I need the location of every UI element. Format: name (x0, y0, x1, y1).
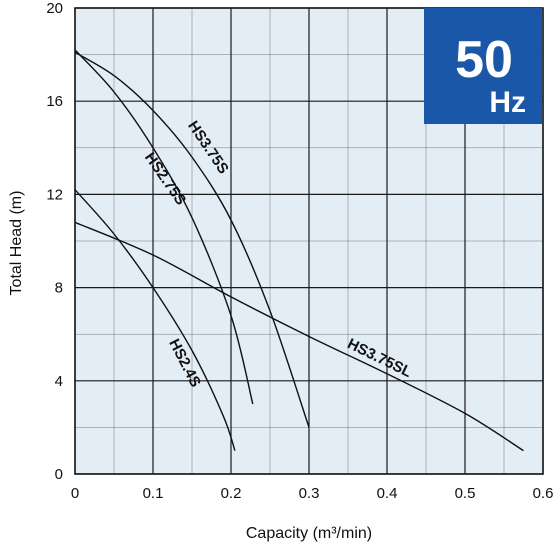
curves (74, 49, 524, 452)
plot-frame (74, 7, 544, 475)
curve-hs3-75sl (74, 221, 524, 452)
curve-hs2-75s (74, 49, 254, 405)
badge-background (424, 8, 542, 124)
y-tick-label: 20 (46, 0, 63, 17)
x-tick-label: 0.1 (143, 485, 164, 502)
frequency-badge: 50 Hz (424, 8, 542, 124)
x-tick-label: 0 (71, 485, 79, 502)
badge-frequency: 50 (455, 31, 513, 89)
x-tick-label: 0.3 (299, 485, 320, 502)
y-tick-label: 8 (55, 280, 63, 297)
x-tick-label: 0.6 (533, 485, 554, 502)
badge-unit: Hz (489, 86, 526, 119)
y-axis-label: Total Head (m) (8, 191, 25, 296)
x-tick-label: 0.4 (377, 485, 398, 502)
x-tick-label: 0.5 (455, 485, 476, 502)
y-tick-labels: 0 4 8 12 16 20 (46, 0, 63, 483)
x-tick-labels: 0 0.1 0.2 0.3 0.4 0.5 0.6 (71, 485, 554, 502)
y-tick-label: 4 (55, 373, 63, 390)
y-tick-label: 0 (55, 466, 63, 483)
x-axis-label: Capacity (m³/min) (246, 525, 372, 542)
x-tick-label: 0.2 (221, 485, 242, 502)
y-tick-label: 16 (46, 93, 63, 110)
curve-hs3-75s (74, 51, 310, 428)
curve-hs2-4s (74, 189, 236, 451)
y-tick-label: 12 (46, 186, 63, 203)
